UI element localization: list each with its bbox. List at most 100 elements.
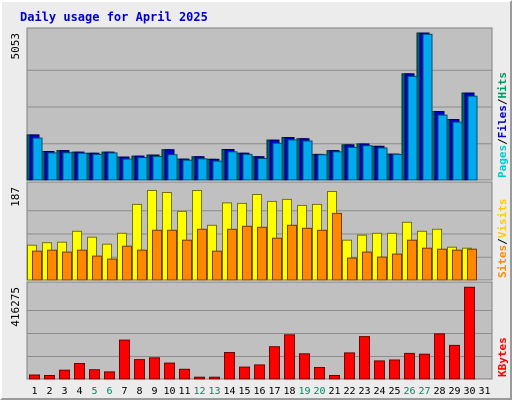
bar-pages	[272, 142, 283, 181]
max-value-label: 5053	[9, 33, 22, 60]
x-tick-label: 29	[448, 386, 460, 397]
side-legend: Sites/Visits	[496, 199, 509, 279]
bar-sites	[197, 228, 207, 281]
bar-pages	[212, 160, 223, 181]
x-tick-label: 24	[373, 386, 385, 397]
bar-pages	[362, 145, 373, 181]
x-tick-label: 13	[208, 386, 220, 397]
x-tick-label: 4	[76, 386, 82, 397]
bar-sites	[92, 255, 102, 281]
bar-sites	[77, 249, 87, 281]
bar-pages	[197, 158, 208, 181]
bar-pages	[62, 152, 73, 181]
bar-kbytes	[449, 344, 460, 380]
bar-pages	[107, 152, 118, 181]
bar-pages	[332, 151, 343, 181]
bar-kbytes	[164, 362, 175, 380]
bar-pages	[227, 151, 238, 181]
bar-kbytes	[89, 369, 100, 380]
bar-sites	[362, 251, 372, 281]
x-tick-label: 8	[136, 386, 142, 397]
x-tick-label: 1	[31, 386, 37, 397]
max-value-label: 416275	[9, 287, 22, 327]
bar-sites	[32, 250, 42, 281]
bar-pages	[407, 75, 418, 181]
bar-kbytes	[149, 357, 160, 380]
bar-pages	[32, 137, 43, 181]
x-tick-label: 3	[61, 386, 67, 397]
bar-sites	[47, 249, 57, 281]
bar-sites	[347, 257, 357, 281]
bar-pages	[167, 154, 178, 181]
legend-separator: /	[496, 238, 509, 245]
chart-title: Daily usage for April 2025	[20, 10, 208, 24]
legend-hits: Hits	[496, 72, 509, 99]
x-tick-label: 30	[463, 386, 475, 397]
x-tick-label: 9	[151, 386, 157, 397]
x-tick-label: 2	[46, 386, 52, 397]
legend-separator: /	[496, 138, 509, 145]
bar-kbytes	[299, 353, 310, 380]
bar-kbytes	[44, 375, 55, 380]
bar-pages	[47, 152, 58, 181]
bar-pages	[242, 153, 253, 181]
bar-kbytes	[269, 346, 280, 380]
bar-sites	[302, 227, 312, 281]
bar-kbytes	[224, 352, 235, 380]
bar-pages	[392, 153, 403, 181]
side-legend: KBytes	[496, 337, 509, 377]
chart-panels: 5053Pages/Files/Hits187Sites/Visits41627…	[9, 27, 509, 397]
x-tick-label: 25	[388, 386, 400, 397]
bar-sites	[152, 229, 162, 281]
x-tick-label: 18	[283, 386, 295, 397]
bar-kbytes	[179, 368, 190, 380]
x-tick-label: 17	[268, 386, 280, 397]
bar-kbytes	[419, 353, 430, 380]
bar-kbytes	[134, 359, 145, 380]
x-tick-label: 21	[328, 386, 340, 397]
bar-kbytes	[404, 352, 415, 380]
bar-kbytes	[329, 375, 340, 380]
bar-sites	[62, 251, 72, 281]
bar-sites	[137, 249, 147, 281]
x-tick-label: 28	[433, 386, 445, 397]
bar-sites	[122, 245, 132, 281]
bar-kbytes	[389, 359, 400, 380]
x-tick-label: 14	[223, 386, 235, 397]
bar-pages	[152, 155, 163, 181]
legend-sites: Sites	[496, 245, 509, 278]
x-tick-label: 26	[403, 386, 415, 397]
legend-separator: /	[496, 98, 509, 105]
bar-sites	[182, 239, 192, 281]
bar-kbytes	[254, 364, 265, 380]
bar-kbytes	[209, 376, 220, 380]
x-tick-label: 27	[418, 386, 430, 397]
bar-kbytes	[434, 333, 445, 380]
max-value-label: 187	[9, 187, 22, 207]
x-tick-label: 11	[178, 386, 190, 397]
bar-sites	[392, 253, 402, 281]
bar-pages	[302, 140, 313, 181]
legend-pages: Pages	[496, 145, 509, 178]
bar-sites	[467, 248, 477, 281]
bar-kbytes	[344, 352, 355, 380]
bar-sites	[212, 250, 222, 281]
bar-sites	[377, 256, 387, 281]
bar-pages	[452, 121, 463, 181]
bar-pages	[257, 158, 268, 181]
bar-pages	[92, 153, 103, 181]
bar-pages	[467, 95, 478, 181]
bar-kbytes	[314, 367, 325, 380]
bar-pages	[317, 154, 328, 181]
bar-kbytes	[29, 374, 40, 380]
bar-sites	[407, 239, 417, 281]
bar-kbytes	[194, 376, 205, 380]
x-tick-label: 19	[298, 386, 310, 397]
x-tick-label: 23	[358, 386, 370, 397]
x-tick-label: 7	[121, 386, 127, 397]
bar-sites	[227, 228, 237, 281]
bar-sites	[272, 237, 282, 281]
bar-sites	[452, 249, 462, 281]
bar-pages	[77, 152, 88, 181]
